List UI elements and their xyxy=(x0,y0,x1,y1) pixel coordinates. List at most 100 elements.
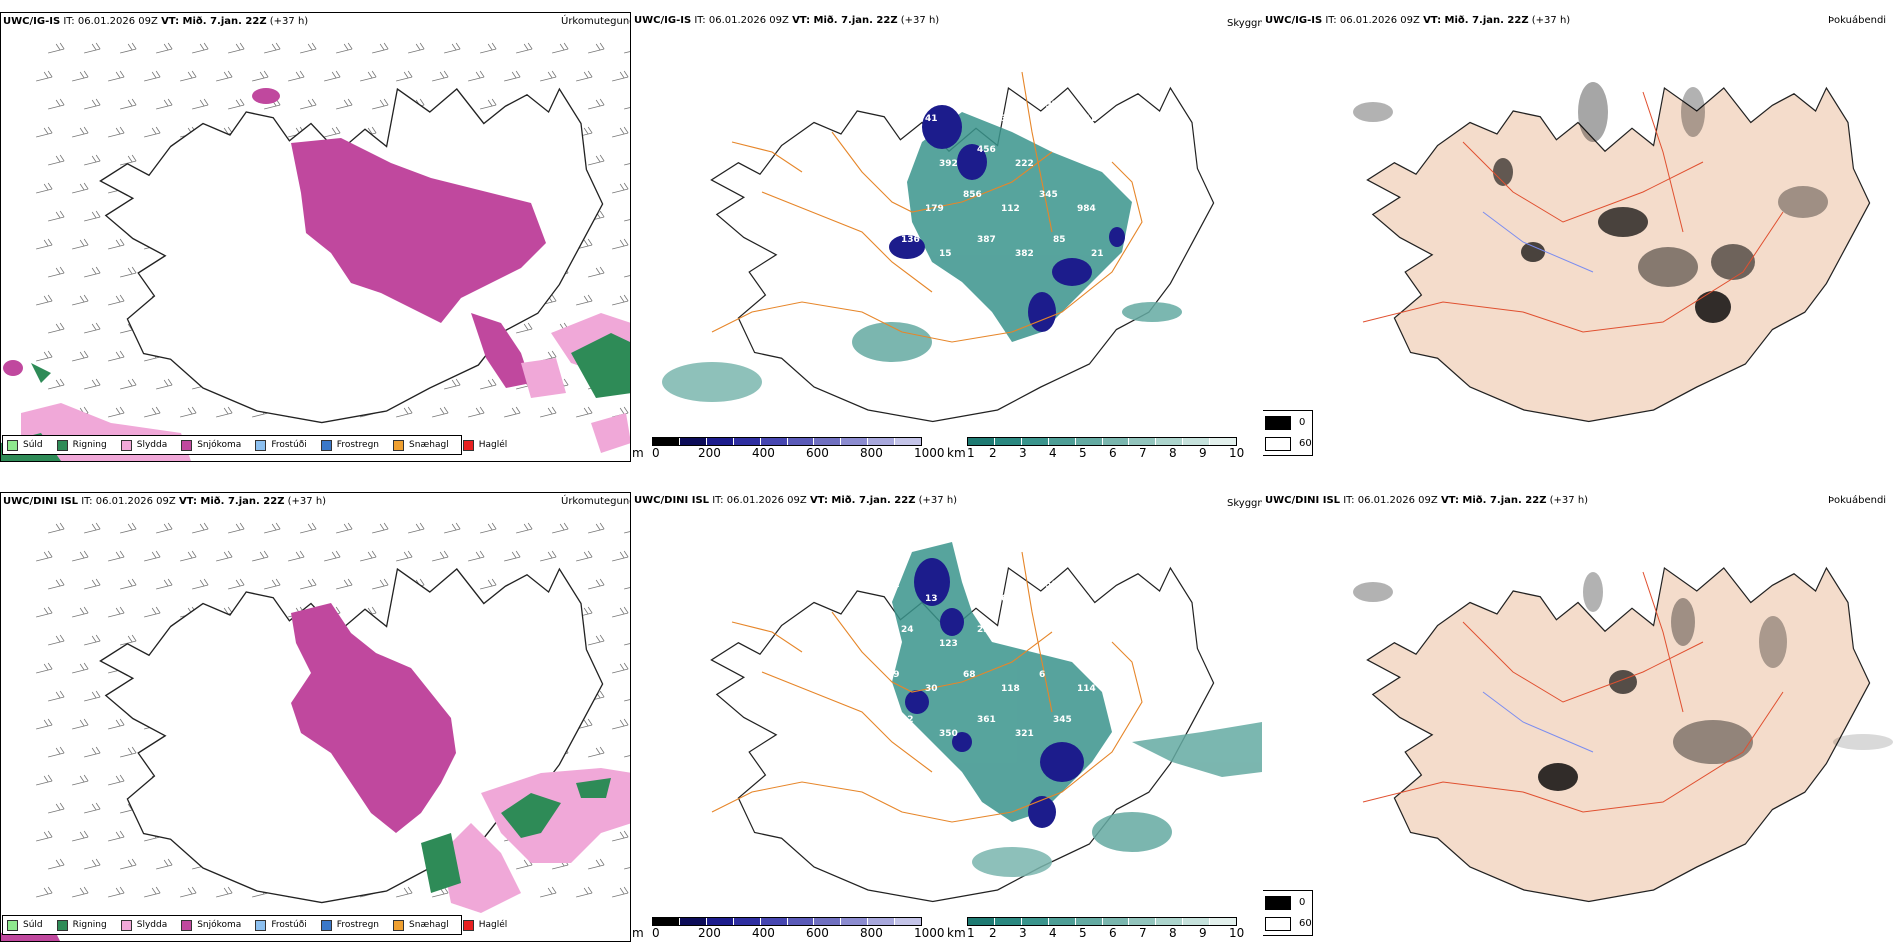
lead-time: (+37 h) xyxy=(918,495,958,506)
precip-map xyxy=(1,42,630,461)
fog-legend-label: 0 xyxy=(1299,417,1306,428)
lead-time: (+37 h) xyxy=(287,496,327,507)
legend-swatch xyxy=(320,919,332,931)
panel-header: UWC/DINI ISL IT: 06.01.2026 09Z VT: Mið.… xyxy=(3,496,326,507)
visibility-m-field xyxy=(905,558,1084,828)
colorbar-tick: 3 xyxy=(1019,446,1027,460)
fog-map xyxy=(1353,82,1871,423)
visibility-value-label: 240 xyxy=(1091,159,1110,169)
visibility-value-label: 236 xyxy=(977,625,996,635)
visibility-value-label: 85 xyxy=(1053,235,1066,245)
visibility-value-label: 321 xyxy=(1015,729,1034,739)
colorbar-tick: 2 xyxy=(989,446,997,460)
colorbar-cell xyxy=(760,438,788,445)
colorbar-tick: 7 xyxy=(1139,926,1147,940)
legend-item: Súld xyxy=(7,439,43,451)
visibility-value-label: 265 xyxy=(1091,639,1110,649)
colorbar-tick: 8 xyxy=(1169,926,1177,940)
colorbar-cell xyxy=(787,918,815,925)
colorbar-cell xyxy=(841,438,869,445)
model-name: UWC/IG-IS xyxy=(1265,15,1323,26)
visibility-value-label: 41 xyxy=(925,114,938,124)
visibility-value-label: 108 xyxy=(887,190,906,200)
visibility-colorbar-km: km 1 2 3 4 5 6 7 8 9 10 xyxy=(947,917,1262,942)
legend-item: Frostúði xyxy=(255,439,307,451)
colorbar-strip xyxy=(652,917,922,926)
legend-item: Snæhagl xyxy=(393,439,449,451)
panel-header: UWC/DINI ISL IT: 06.01.2026 09Z VT: Mið.… xyxy=(634,495,957,506)
visibility-value-label: 345 xyxy=(1039,190,1058,200)
colorbar-cell xyxy=(1048,918,1076,925)
colorbar-cell xyxy=(868,438,896,445)
colorbar-cell xyxy=(1021,918,1049,925)
colorbar-unit: km xyxy=(947,926,966,940)
model-name: UWC/IG-IS xyxy=(634,15,692,26)
fog-legend-swatch xyxy=(1265,437,1291,451)
colorbar-tick: 1 xyxy=(967,446,975,460)
colorbar-cell xyxy=(1210,918,1237,925)
legend-item: Frostregn xyxy=(320,439,379,451)
colorbar-cell xyxy=(1102,438,1130,445)
legend-swatch xyxy=(7,439,18,451)
colorbar-cell xyxy=(1129,438,1157,445)
colorbar-cell xyxy=(895,918,922,925)
legend-item: Snæhagl xyxy=(393,919,449,931)
legend-label: Haglél xyxy=(478,440,508,450)
visibility-m-field xyxy=(889,105,1125,332)
visibility-value-label: 6 xyxy=(1039,670,1045,680)
legend-label: Frostúði xyxy=(271,440,307,450)
fog-map xyxy=(1353,567,1893,903)
valid-time: VT: Mið. 7.jan. 22Z xyxy=(178,496,285,507)
colorbar-cell xyxy=(1075,438,1103,445)
legend-label: Slydda xyxy=(136,440,168,450)
colorbar-cell xyxy=(760,918,788,925)
lead-time: (+37 h) xyxy=(900,15,940,26)
init-time: IT: 06.01.2026 09Z xyxy=(694,15,789,26)
colorbar-tick: 10 xyxy=(1229,926,1245,940)
colorbar-cell xyxy=(706,438,734,445)
visibility-value-label: 30 xyxy=(925,684,938,694)
colorbar-strip xyxy=(967,437,1237,446)
rain-area xyxy=(421,778,611,893)
model-name: UWC/DINI ISL xyxy=(1265,495,1341,506)
visibility-value-label: 21 xyxy=(1091,249,1104,259)
colorbar-cell xyxy=(1102,918,1130,925)
colorbar-cell xyxy=(787,438,815,445)
colorbar-tick: 8 xyxy=(1169,446,1177,460)
product-title: Skyggni xyxy=(1227,498,1262,509)
legend-swatch xyxy=(255,919,267,931)
legend-swatch xyxy=(181,919,193,931)
colorbar-tick: 400 xyxy=(752,926,775,940)
colorbar-tick: 9 xyxy=(1199,446,1207,460)
legend-swatch xyxy=(7,919,18,931)
colorbar-unit: m xyxy=(632,446,644,460)
legend-item: Slydda xyxy=(120,919,167,931)
legend-label: Snæhagl xyxy=(409,920,449,930)
precip-legend: Súld Rigning Slydda Snjókoma Frostúði Frostre… xyxy=(2,915,507,935)
colorbar-tick: 4 xyxy=(1049,446,1057,460)
visibility-value-label: 13 xyxy=(1077,594,1090,604)
visibility-value-label: 114 xyxy=(1077,684,1096,694)
fog-legend-swatch xyxy=(1265,917,1291,931)
legend-label: Snjókoma xyxy=(197,440,242,450)
colorbar-cell xyxy=(814,918,842,925)
colorbar-tick: 0 xyxy=(652,446,660,460)
visibility-value-label: 16 xyxy=(901,145,914,155)
legend-label: Haglél xyxy=(478,920,508,930)
visibility-colorbar-m: m 0 200 400 600 800 1000 xyxy=(632,437,947,462)
valid-time: VT: Mið. 7.jan. 22Z xyxy=(1440,495,1547,506)
fog-legend-label: 0 xyxy=(1299,897,1306,908)
fog-legend-label: 60 xyxy=(1299,438,1312,449)
legend-item: Súld xyxy=(7,919,43,931)
colorbar-cell xyxy=(733,918,761,925)
colorbar-unit: m xyxy=(632,926,644,940)
panel-header: UWC/IG-IS IT: 06.01.2026 09Z VT: Mið. 7.… xyxy=(634,15,939,26)
visibility-value-label: 90 xyxy=(1015,639,1028,649)
visibility-value-label: 456 xyxy=(977,145,996,155)
colorbar-tick: 3 xyxy=(1019,926,1027,940)
visibility-value-label: 33 xyxy=(1001,114,1014,124)
legend-label: Snjókoma xyxy=(197,920,242,930)
colorbar-tick: 2 xyxy=(989,926,997,940)
colorbar-cell xyxy=(1156,438,1184,445)
snow-area xyxy=(291,603,456,833)
